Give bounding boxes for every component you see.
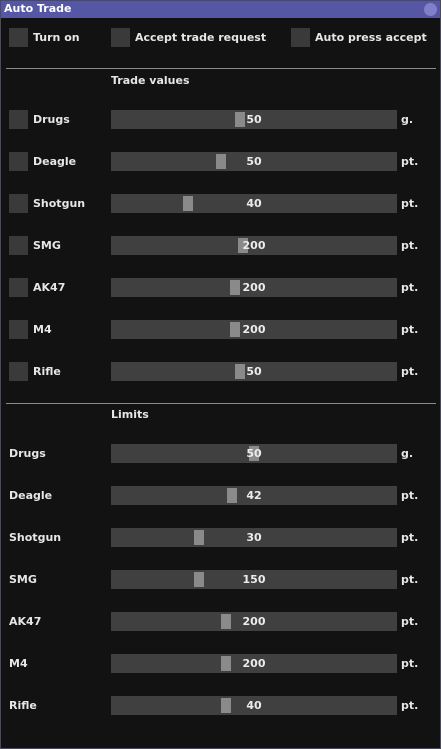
- titlebar[interactable]: Auto Trade: [1, 1, 440, 18]
- trade-deagle-slider[interactable]: 50: [111, 152, 397, 171]
- slider-grab[interactable]: [235, 364, 245, 379]
- trade-ak47-unit: pt.: [401, 281, 419, 294]
- limits-title: Limits: [111, 408, 149, 421]
- auto-press-accept-checkbox[interactable]: [291, 28, 310, 47]
- slider-grab[interactable]: [221, 656, 231, 671]
- trade-shotgun-slider[interactable]: 40: [111, 194, 397, 213]
- trade-shotgun-checkbox[interactable]: [9, 194, 28, 213]
- trade-ak47-slider[interactable]: 200: [111, 278, 397, 297]
- window-title: Auto Trade: [4, 2, 72, 15]
- slider-grab[interactable]: [230, 322, 240, 337]
- trade-drugs-unit: g.: [401, 113, 414, 126]
- turn-on-label: Turn on: [33, 31, 80, 44]
- trade-rifle-unit: pt.: [401, 365, 419, 378]
- turn-on-checkbox[interactable]: [9, 28, 28, 47]
- slider-grab[interactable]: [249, 446, 259, 461]
- trade-drugs-checkbox[interactable]: [9, 110, 28, 129]
- trade-deagle-checkbox[interactable]: [9, 152, 28, 171]
- limit-shotgun-unit: pt.: [401, 531, 419, 544]
- limit-m4-unit: pt.: [401, 657, 419, 670]
- trade-rifle-value: 50: [246, 365, 262, 378]
- trade-m4-label: M4: [33, 323, 52, 336]
- slider-grab[interactable]: [227, 488, 237, 503]
- divider: [6, 403, 436, 404]
- divider: [6, 68, 436, 69]
- trade-rifle-slider[interactable]: 50: [111, 362, 397, 381]
- slider-grab[interactable]: [216, 154, 226, 169]
- close-icon[interactable]: [424, 3, 437, 16]
- trade-ak47-value: 200: [242, 281, 266, 294]
- slider-grab[interactable]: [221, 698, 231, 713]
- auto-press-accept-label: Auto press accept: [315, 31, 427, 44]
- limit-deagle-slider[interactable]: 42: [111, 486, 397, 505]
- trade-shotgun-unit: pt.: [401, 197, 419, 210]
- trade-smg-value: 200: [242, 239, 266, 252]
- limit-smg-slider[interactable]: 150: [111, 570, 397, 589]
- limit-smg-value: 150: [242, 573, 266, 586]
- trade-drugs-slider[interactable]: 50: [111, 110, 397, 129]
- slider-grab[interactable]: [183, 196, 193, 211]
- accept-trade-request-label: Accept trade request: [135, 31, 267, 44]
- trade-smg-checkbox[interactable]: [9, 236, 28, 255]
- limit-smg-unit: pt.: [401, 573, 419, 586]
- trade-shotgun-label: Shotgun: [33, 197, 86, 210]
- trade-rifle-label: Rifle: [33, 365, 61, 378]
- trade-deagle-value: 50: [246, 155, 262, 168]
- limit-ak47-slider[interactable]: 200: [111, 612, 397, 631]
- limit-drugs-label: Drugs: [9, 447, 46, 460]
- slider-grab[interactable]: [235, 112, 245, 127]
- limit-rifle-slider[interactable]: 40: [111, 696, 397, 715]
- limit-deagle-unit: pt.: [401, 489, 419, 502]
- limit-ak47-unit: pt.: [401, 615, 419, 628]
- limit-drugs-value: 50: [246, 447, 262, 460]
- trade-deagle-unit: pt.: [401, 155, 419, 168]
- slider-grab[interactable]: [194, 530, 204, 545]
- trade-ak47-checkbox[interactable]: [9, 278, 28, 297]
- limit-ak47-label: AK47: [9, 615, 42, 628]
- limit-deagle-label: Deagle: [9, 489, 53, 502]
- trade-deagle-label: Deagle: [33, 155, 77, 168]
- trade-m4-value: 200: [242, 323, 266, 336]
- slider-grab[interactable]: [221, 614, 231, 629]
- trade-values-title: Trade values: [111, 74, 190, 87]
- trade-drugs-value: 50: [246, 113, 262, 126]
- limit-deagle-value: 42: [246, 489, 262, 502]
- limit-ak47-value: 200: [242, 615, 266, 628]
- limit-rifle-value: 40: [246, 699, 262, 712]
- limit-m4-label: M4: [9, 657, 28, 670]
- trade-m4-checkbox[interactable]: [9, 320, 28, 339]
- limit-drugs-unit: g.: [401, 447, 414, 460]
- limit-rifle-unit: pt.: [401, 699, 419, 712]
- slider-grab[interactable]: [230, 280, 240, 295]
- slider-grab[interactable]: [238, 238, 248, 253]
- trade-shotgun-value: 40: [246, 197, 262, 210]
- limit-shotgun-value: 30: [246, 531, 262, 544]
- trade-m4-slider[interactable]: 200: [111, 320, 397, 339]
- limit-shotgun-label: Shotgun: [9, 531, 62, 544]
- limit-smg-label: SMG: [9, 573, 37, 586]
- limit-rifle-label: Rifle: [9, 699, 37, 712]
- trade-rifle-checkbox[interactable]: [9, 362, 28, 381]
- limit-m4-slider[interactable]: 200: [111, 654, 397, 673]
- trade-smg-label: SMG: [33, 239, 61, 252]
- trade-smg-slider[interactable]: 200: [111, 236, 397, 255]
- limit-drugs-slider[interactable]: 50: [111, 444, 397, 463]
- trade-smg-unit: pt.: [401, 239, 419, 252]
- slider-grab[interactable]: [194, 572, 204, 587]
- trade-m4-unit: pt.: [401, 323, 419, 336]
- accept-trade-request-checkbox[interactable]: [111, 28, 130, 47]
- trade-ak47-label: AK47: [33, 281, 66, 294]
- limit-shotgun-slider[interactable]: 30: [111, 528, 397, 547]
- trade-drugs-label: Drugs: [33, 113, 70, 126]
- limit-m4-value: 200: [242, 657, 266, 670]
